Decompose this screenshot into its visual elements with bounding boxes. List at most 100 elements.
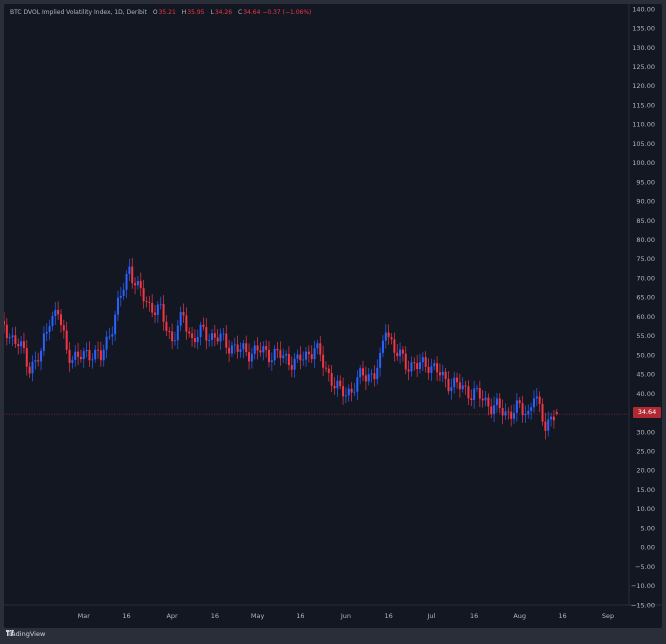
candle-body [94,349,97,360]
candle-body [202,324,205,327]
candle-body [216,337,219,342]
candle-body [222,333,225,335]
candle-body [379,352,382,368]
candle-body [416,363,419,370]
candle-body [438,372,441,376]
candle-body [413,362,416,364]
tradingview-brand: TradingView [6,630,46,638]
candle-body [233,344,236,346]
candle-body [17,343,20,347]
candle-body [79,356,82,360]
candle-body [427,366,430,373]
candle-body [279,350,282,359]
candle-body [510,411,513,419]
candle-body [555,411,558,415]
candle-body [34,360,37,362]
candle-body [399,349,402,357]
x-tick-label: Jun [340,612,351,620]
candle-body [475,388,478,389]
candle-body [436,363,439,373]
candle-body [65,330,68,350]
candle-body [495,398,498,406]
candle-body [313,348,316,360]
candle-body [356,377,359,392]
candle-body [176,325,179,341]
candle-body [401,349,404,354]
candle-body [316,343,319,349]
candle-body [444,371,447,379]
candle-body [350,388,353,393]
candle-body [305,351,308,360]
candle-body [42,333,45,351]
candle-body [59,314,62,326]
candle-body [105,336,108,350]
candle-body [191,333,194,339]
candle-body [535,396,538,399]
candle-body [353,391,356,393]
y-tick-label: 130.00 [632,44,655,52]
y-tick-label: 60.00 [636,313,655,321]
legend-high: H35.95 [181,9,205,16]
candle-body [134,283,137,286]
candle-body [501,408,504,416]
x-tick-label: 16 [470,612,478,620]
candle-body [552,416,555,421]
candle-body [213,333,216,338]
candle-body [282,355,285,359]
candle-body [550,416,553,420]
candle-body [142,288,145,302]
candle-body [236,344,239,352]
candle-body [250,353,253,362]
candle-body [125,273,128,290]
candle-body [211,333,213,340]
candle-body [11,335,14,338]
candle-body [262,346,265,353]
candle-body [159,303,162,305]
candle-body [114,314,117,335]
candle-body [393,339,396,353]
candle-body [421,357,424,363]
candle-body [199,324,202,337]
candle-body [364,375,367,382]
candle-body [424,357,427,367]
candle-body [225,333,228,348]
y-tick-label: 115.00 [632,101,655,109]
y-tick-label: 85.00 [636,217,655,225]
tradingview-logo-icon [6,630,14,636]
candle-body [139,280,142,289]
tradingview-footer[interactable]: TradingView [6,630,45,638]
y-tick-label: 5.00 [641,524,655,532]
candle-body [461,385,464,390]
y-tick-label: 140.00 [632,5,655,13]
y-tick-label: 95.00 [636,178,655,186]
candle-body [122,289,125,296]
candle-body [128,266,131,274]
candle-body [14,335,17,344]
last-price-badge: 34.64 [633,407,661,418]
y-tick-label: 45.00 [636,371,655,379]
candle-body [487,397,490,407]
candle-body [151,303,154,313]
candlestick-chart[interactable]: 140.00 135.00 130.00 125.00 120.00 115.00 110.… [4,4,662,628]
candle-body [407,369,410,372]
candle-body [37,360,40,362]
candle-body [441,371,444,376]
candle-body [97,349,100,351]
y-tick-label: 110.00 [632,121,655,129]
y-tick-label: 120.00 [632,82,655,90]
candle-body [384,332,387,341]
candle-body [296,354,299,359]
candle-body [347,388,350,396]
candle-body [111,334,114,337]
candle-body [40,350,43,362]
y-tick-label: −5.00 [635,563,655,571]
candle-body [162,303,165,322]
y-tick-label: 0.00 [641,544,655,552]
candle-body [156,304,159,315]
candle-body [302,359,305,361]
legend-close: C34.64 −0.37 (−1.06%) [238,9,312,16]
candle-body [473,388,476,401]
chart-area[interactable]: 140.00 135.00 130.00 125.00 120.00 115.00 110.… [4,4,662,628]
candle-body [336,380,339,389]
candle-body [547,419,550,431]
